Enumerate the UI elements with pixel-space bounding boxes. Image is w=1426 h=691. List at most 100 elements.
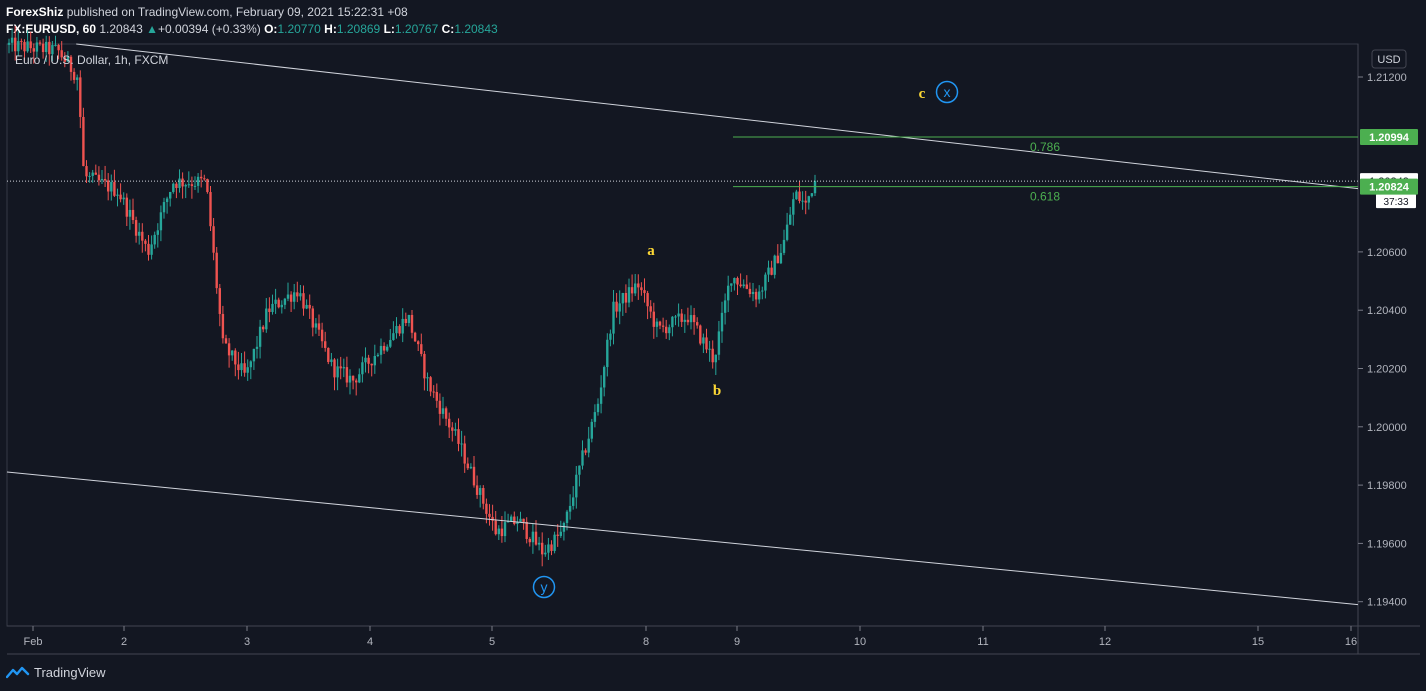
candle-body-129 — [407, 314, 411, 324]
author-name[interactable]: ForexShiz — [6, 5, 64, 19]
fib-label-0.618: 0.618 — [1030, 190, 1060, 204]
last-price-text: 1.20843 — [99, 22, 143, 36]
candle-body-5 — [23, 41, 26, 52]
candle-body-78 — [249, 361, 252, 368]
candle-body-35 — [116, 194, 119, 196]
countdown-box — [1376, 194, 1416, 209]
candle-body-229 — [717, 331, 721, 355]
close-label: C: — [441, 22, 455, 36]
candle-body-82 — [262, 326, 265, 330]
candle-body-191 — [599, 387, 603, 404]
x-tick-label-2: 3 — [244, 636, 250, 648]
candle-body-94 — [299, 293, 302, 297]
candle-body-144 — [454, 429, 457, 431]
countdown-text: 37:33 — [1383, 197, 1408, 208]
candle-body-259 — [810, 193, 814, 197]
candle-body-192 — [603, 367, 606, 388]
candle-body-76 — [243, 363, 246, 373]
wave-label-b[interactable]: b — [713, 383, 721, 399]
candle-body-257 — [804, 200, 807, 203]
annotations: a b c x y — [532, 80, 959, 599]
price-axis[interactable]: 1.21200 1.20600 1.20400 1.20200 1.20000 1.198… — [1358, 72, 1418, 609]
candle-body-117 — [370, 363, 373, 366]
candle-body-238 — [745, 284, 748, 289]
fib-label-0.786: 0.786 — [1030, 140, 1060, 154]
candle-body-159 — [500, 528, 504, 537]
y-tick-label-7: 1.19400 — [1367, 597, 1407, 609]
candle-body-252 — [789, 214, 792, 225]
candle-body-226 — [708, 348, 711, 350]
candle-body-68 — [218, 288, 221, 314]
candle-body-120 — [379, 345, 383, 355]
candle-body-170 — [534, 531, 538, 545]
candle-body-183 — [575, 474, 578, 498]
candle-body-72 — [231, 350, 234, 356]
candle-body-26 — [88, 175, 91, 177]
candle-body-32 — [107, 180, 110, 192]
candle-body-33 — [110, 182, 113, 192]
candle-body-240 — [751, 291, 755, 295]
candle-body-123 — [389, 340, 392, 347]
candle-body-60 — [193, 185, 197, 187]
ohlc-line: FX:EURUSD, 60 1.20843 ▲+0.00394 (+0.33%)… — [6, 22, 498, 36]
candle-body-204 — [640, 287, 643, 291]
fib-0618-price-box — [1360, 178, 1418, 195]
wave-label-c[interactable]: c — [919, 86, 926, 102]
y-tick-label-0: 1.21200 — [1367, 72, 1407, 84]
candle-body-215 — [674, 316, 677, 318]
candle-body-230 — [720, 312, 724, 332]
candle-body-81 — [258, 326, 262, 347]
candle-body-1 — [10, 37, 14, 43]
candle-body-227 — [711, 348, 714, 363]
x-tick-label-5: 8 — [643, 636, 649, 648]
candle-body-212 — [665, 326, 668, 334]
candle-body-34 — [113, 182, 116, 196]
candle-body-209 — [655, 321, 659, 327]
candle-body-239 — [748, 288, 752, 295]
candle-body-20 — [69, 56, 73, 72]
y-tick-label-4: 1.20000 — [1367, 422, 1407, 434]
candle-body-51 — [165, 198, 169, 203]
candle-body-200 — [627, 287, 631, 303]
candle-body-27 — [91, 172, 94, 176]
candle-body-210 — [658, 321, 662, 326]
candle-body-232 — [727, 285, 730, 301]
candle-body-62 — [200, 176, 203, 179]
candle-body-221 — [692, 315, 696, 323]
candle-body-29 — [97, 174, 101, 181]
wave-label-a[interactable]: a — [647, 243, 655, 259]
candle-body-234 — [733, 277, 736, 284]
candle-body-235 — [736, 277, 739, 285]
lower-trendline[interactable] — [6, 471, 1359, 606]
candle-body-225 — [705, 337, 708, 350]
candle-body-31 — [103, 178, 107, 181]
candle-body-243 — [761, 290, 764, 292]
currency-label: USD — [1377, 54, 1400, 66]
tradingview-logo-icon[interactable] — [6, 665, 30, 681]
candle-body-107 — [339, 366, 342, 369]
wave-circle-y[interactable] — [532, 575, 556, 599]
candle-body-79 — [252, 348, 256, 362]
upper-trendline[interactable] — [76, 43, 1359, 190]
candle-body-112 — [355, 380, 358, 383]
candle-body-139 — [438, 400, 442, 414]
close-value: 1.20843 — [454, 22, 498, 36]
time-axis[interactable]: Feb 2 3 4 5 8 9 10 11 12 15 16 — [24, 626, 1358, 648]
x-tick-label-4: 5 — [489, 636, 495, 648]
currency-badge[interactable] — [1371, 49, 1407, 69]
candle-body-97 — [308, 304, 311, 309]
x-tick-label-10: 15 — [1252, 636, 1264, 648]
candle-body-63 — [203, 178, 206, 180]
tradingview-brand[interactable]: TradingView — [34, 665, 106, 680]
candle-body-61 — [196, 176, 200, 186]
y-tick-label-1: 1.20600 — [1367, 247, 1407, 259]
symbol-label[interactable]: FX:EURUSD, 60 — [6, 22, 97, 36]
candle-body-38 — [125, 197, 128, 217]
wave-circle-label-y: y — [541, 579, 548, 595]
candle-body-157 — [494, 520, 497, 535]
wave-circle-x[interactable] — [935, 80, 959, 104]
published-text: published on TradingView.com, February 0… — [66, 5, 408, 19]
candle-body-3 — [17, 41, 20, 52]
candle-body-184 — [578, 465, 581, 475]
